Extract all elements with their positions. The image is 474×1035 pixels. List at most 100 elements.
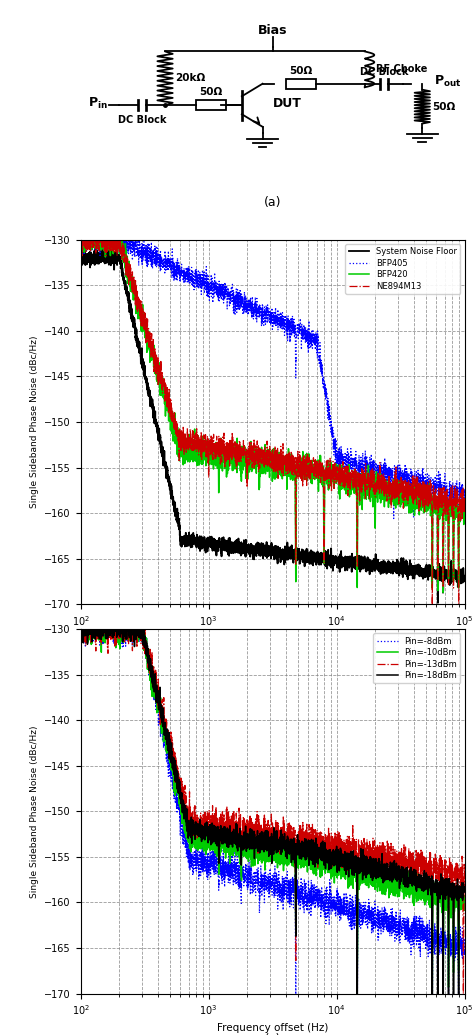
System Noise Floor <box>242 543 247 556</box>
Pin=-10dBm <box>122 613 128 625</box>
NE894M13 <box>122 248 128 261</box>
BFP405 <box>109 217 114 230</box>
Line: System Noise Floor: System Noise Floor <box>81 244 465 602</box>
Text: Bias: Bias <box>258 24 287 36</box>
NE894M13 <box>145 314 150 326</box>
System Noise Floor <box>104 238 110 250</box>
Pin=-13dBm <box>462 885 467 897</box>
System Noise Floor <box>435 596 441 609</box>
System Noise Floor <box>145 376 150 388</box>
BFP405 <box>78 244 83 257</box>
BFP420 <box>122 253 128 265</box>
Pin=-10dBm <box>462 890 467 903</box>
Bar <box>286 79 316 89</box>
Y-axis label: Single Sideband Phase Noise (dBc/Hz): Single Sideband Phase Noise (dBc/Hz) <box>29 335 38 508</box>
Pin=-18dBm <box>78 609 83 621</box>
Pin=-13dBm <box>413 874 419 886</box>
System Noise Floor <box>462 571 467 584</box>
Text: DC Block: DC Block <box>118 115 166 125</box>
Pin=-18dBm <box>144 649 150 661</box>
Pin=-18dBm <box>462 884 467 896</box>
Pin=-10dBm <box>104 605 110 618</box>
Pin=-8dBm <box>242 868 247 881</box>
Pin=-10dBm <box>429 987 435 1000</box>
Pin=-18dBm <box>225 840 231 853</box>
System Noise Floor <box>225 549 231 561</box>
Text: RF Choke: RF Choke <box>376 64 428 75</box>
System Noise Floor <box>78 249 83 262</box>
Pin=-10dBm <box>242 846 247 858</box>
Pin=-10dBm <box>225 831 231 844</box>
BFP405 <box>242 305 247 318</box>
Text: (c): (c) <box>265 1033 280 1035</box>
Pin=-8dBm <box>145 654 150 667</box>
Pin=-13dBm <box>121 615 127 627</box>
BFP405 <box>413 473 419 485</box>
BFP420 <box>85 216 91 229</box>
Pin=-8dBm <box>225 862 231 875</box>
BFP420 <box>78 240 83 253</box>
BFP405 <box>455 486 460 499</box>
Text: DUT: DUT <box>273 96 301 110</box>
BFP405 <box>435 568 441 581</box>
Line: Pin=-10dBm: Pin=-10dBm <box>81 612 465 994</box>
NE894M13 <box>413 485 419 498</box>
BFP405 <box>122 230 128 242</box>
X-axis label: Frequency offset (Hz): Frequency offset (Hz) <box>217 1023 328 1033</box>
BFP405 <box>225 283 231 295</box>
BFP405 <box>145 262 150 274</box>
Bar <box>196 100 227 111</box>
Pin=-18dBm <box>242 828 247 840</box>
System Noise Floor <box>455 567 460 580</box>
NE894M13 <box>225 449 231 462</box>
BFP420 <box>413 490 419 502</box>
NE894M13 <box>111 215 117 228</box>
BFP420 <box>455 506 460 519</box>
Text: (a): (a) <box>264 196 281 209</box>
Pin=-18dBm <box>454 880 460 892</box>
BFP420 <box>440 586 446 598</box>
X-axis label: Frequency offset (Hz): Frequency offset (Hz) <box>217 633 328 644</box>
BFP405 <box>462 495 467 507</box>
Text: DC Block: DC Block <box>360 66 408 77</box>
Line: BFP420: BFP420 <box>81 223 465 592</box>
Pin=-18dBm <box>121 612 127 624</box>
Pin=-10dBm <box>78 624 83 637</box>
Text: 50Ω: 50Ω <box>200 87 223 97</box>
Pin=-13dBm <box>145 640 150 652</box>
Line: NE894M13: NE894M13 <box>81 221 465 607</box>
Pin=-8dBm <box>462 943 467 955</box>
Legend: System Noise Floor, BFP405, BFP420, NE894M13: System Noise Floor, BFP405, BFP420, NE89… <box>345 244 460 294</box>
System Noise Floor <box>413 563 419 575</box>
Line: Pin=-13dBm: Pin=-13dBm <box>81 608 465 994</box>
Text: 50Ω: 50Ω <box>432 101 455 112</box>
Text: (b): (b) <box>264 644 281 654</box>
Pin=-8dBm <box>413 916 419 928</box>
Text: 20kΩ: 20kΩ <box>174 73 205 84</box>
Pin=-8dBm <box>122 617 128 629</box>
Y-axis label: Single Sideband Phase Noise (dBc/Hz): Single Sideband Phase Noise (dBc/Hz) <box>29 726 38 897</box>
Pin=-10dBm <box>413 879 419 891</box>
Legend: Pin=-8dBm, Pin=-10dBm, Pin=-13dBm, Pin=-18dBm: Pin=-8dBm, Pin=-10dBm, Pin=-13dBm, Pin=-… <box>374 633 460 683</box>
BFP420 <box>145 330 150 343</box>
NE894M13 <box>429 600 435 613</box>
Pin=-8dBm <box>429 1022 435 1034</box>
Pin=-13dBm <box>124 601 130 614</box>
Pin=-13dBm <box>225 827 231 839</box>
BFP420 <box>225 446 231 459</box>
Pin=-8dBm <box>109 601 115 614</box>
Text: $\mathbf{P_{out}}$: $\mathbf{P_{out}}$ <box>434 75 461 89</box>
Line: BFP405: BFP405 <box>81 224 465 574</box>
Line: Pin=-18dBm: Pin=-18dBm <box>81 615 465 1035</box>
Pin=-13dBm <box>461 987 466 1000</box>
Pin=-13dBm <box>242 816 247 828</box>
Pin=-8dBm <box>455 945 460 957</box>
Pin=-10dBm <box>145 654 150 667</box>
System Noise Floor <box>122 277 128 290</box>
NE894M13 <box>462 504 467 516</box>
Pin=-8dBm <box>78 614 83 626</box>
Text: $\mathbf{P_{in}}$: $\mathbf{P_{in}}$ <box>88 95 108 111</box>
Line: Pin=-8dBm: Pin=-8dBm <box>81 608 465 1028</box>
Pin=-18dBm <box>413 864 419 877</box>
NE894M13 <box>78 229 83 241</box>
